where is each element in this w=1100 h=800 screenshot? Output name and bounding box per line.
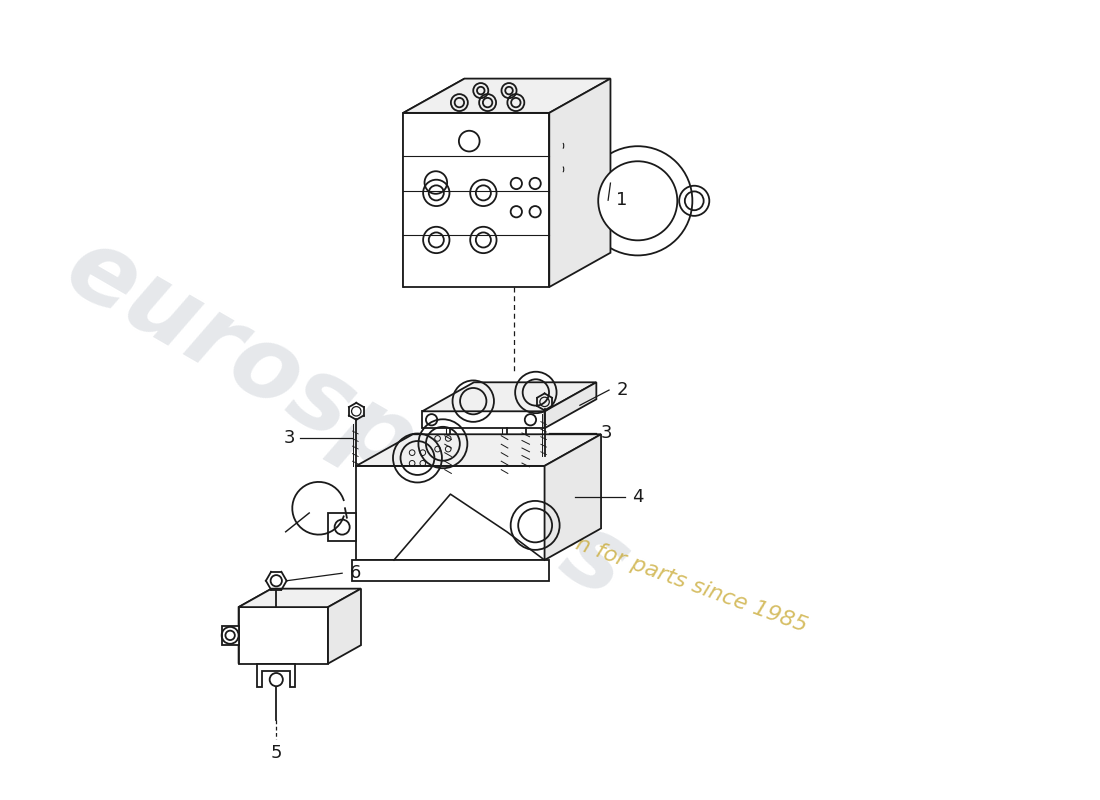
Text: 4: 4: [632, 488, 644, 506]
Polygon shape: [404, 78, 610, 113]
Text: a passion for parts since 1985: a passion for parts since 1985: [486, 502, 810, 636]
Polygon shape: [239, 607, 328, 663]
Text: 1: 1: [616, 191, 627, 210]
Polygon shape: [404, 113, 549, 287]
Polygon shape: [544, 382, 596, 428]
Polygon shape: [404, 78, 464, 287]
Text: 3: 3: [601, 424, 613, 442]
Text: 2: 2: [617, 381, 628, 399]
Polygon shape: [222, 626, 239, 645]
Circle shape: [598, 162, 678, 240]
Polygon shape: [352, 560, 549, 581]
Polygon shape: [239, 589, 361, 607]
Polygon shape: [549, 78, 610, 287]
Text: 5: 5: [271, 744, 282, 762]
Polygon shape: [257, 663, 295, 687]
Polygon shape: [422, 411, 544, 428]
Polygon shape: [356, 434, 601, 466]
Polygon shape: [328, 589, 361, 663]
Polygon shape: [239, 589, 272, 663]
Polygon shape: [544, 434, 601, 560]
Text: 6: 6: [350, 564, 361, 582]
Text: 3: 3: [284, 429, 295, 446]
Polygon shape: [422, 382, 596, 411]
Polygon shape: [328, 513, 356, 542]
Text: eurospares: eurospares: [48, 218, 645, 619]
Polygon shape: [356, 466, 544, 560]
